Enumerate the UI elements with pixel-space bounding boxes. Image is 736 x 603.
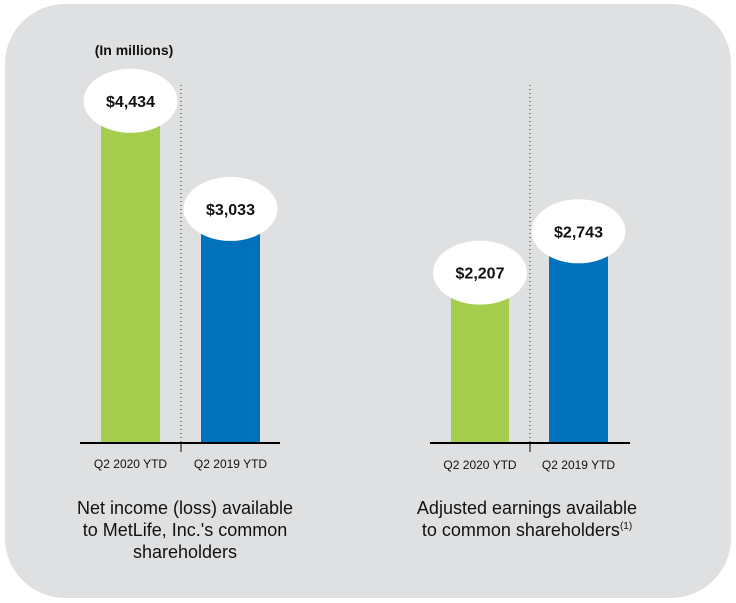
- chart1-bar-1: [101, 100, 160, 444]
- chart2-bar-2: [549, 231, 608, 443]
- chart1-bubble-2: [183, 176, 278, 241]
- chart2-bubble-1: [433, 240, 527, 305]
- chart2-bubble-2: [531, 199, 626, 264]
- chart1-bubble-1: [83, 68, 178, 133]
- chart1-tick-label-1: Q2 2020 YTD: [94, 457, 167, 471]
- chart2-caption-line2: to common shareholders(1): [372, 519, 682, 541]
- chart1-caption-line3: shareholders: [132, 542, 238, 562]
- chart2-tick-label-1: Q2 2020 YTD: [443, 458, 516, 472]
- chart1-caption-line1: Net income (loss) available: [76, 498, 294, 518]
- chart1-value-label-2: $3,033: [206, 202, 255, 219]
- chart1-value-label-1: $4,434: [106, 94, 155, 111]
- chart2-value-label-1: $2,207: [456, 266, 505, 283]
- chart2-tick-label-2: Q2 2019 YTD: [542, 458, 615, 472]
- chart2-value-label-2: $2,743: [554, 224, 603, 241]
- chart2-footnote: (1): [619, 521, 633, 532]
- chart1-bar-2: [201, 208, 260, 443]
- chart1-caption: Net income (loss) available to MetLife, …: [20, 497, 350, 563]
- unit-label: (In millions): [95, 42, 174, 58]
- chart2-caption: Adjusted earnings available to common sh…: [372, 497, 682, 541]
- chart1-caption-line2: to MetLife, Inc.'s common: [82, 520, 288, 540]
- chart1-tick-label-2: Q2 2019 YTD: [194, 457, 267, 471]
- chart2-caption-line2-text: to common shareholders: [421, 520, 620, 540]
- chart2-caption-line1: Adjusted earnings available: [416, 498, 638, 518]
